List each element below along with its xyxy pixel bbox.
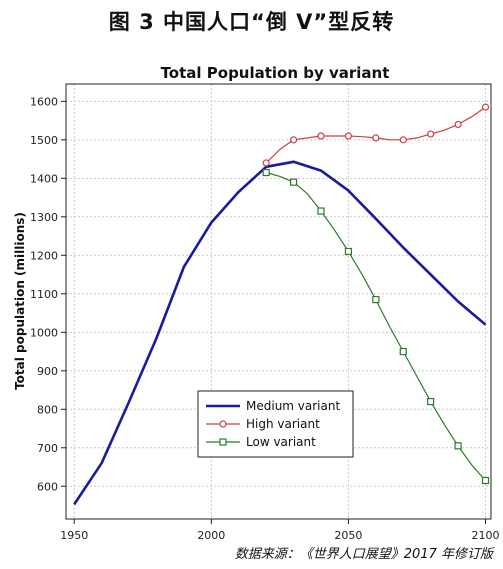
chart-background (0, 52, 503, 540)
high-legend-label: High variant (246, 417, 320, 431)
y-axis-label: Total population (millions) (13, 212, 27, 390)
source-note: 数据来源：《世界人口展望》2017 年修订版 (234, 547, 493, 562)
y-tick-label: 1400 (30, 172, 58, 185)
figure-title: 图 3 中国人口“倒 V”型反转 (108, 10, 395, 34)
low-variant-point (427, 397, 435, 406)
y-tick-label: 1600 (30, 95, 58, 108)
x-tick-label: 1950 (60, 529, 88, 540)
high-variant-point (372, 134, 380, 142)
series-layer (73, 103, 490, 506)
y-tick-label: 1000 (30, 326, 58, 339)
low-variant-point (481, 476, 490, 485)
x-tick-label: 2000 (197, 529, 225, 540)
high-variant-point (317, 132, 325, 140)
chart-title: Total Population by variant (161, 64, 390, 82)
high-legend-marker (219, 420, 227, 428)
y-tick-label: 700 (37, 442, 58, 455)
x-tick-label: 2050 (334, 529, 362, 540)
high-variant-point (399, 136, 407, 144)
y-tick-label: 600 (37, 480, 58, 493)
low-variant-point (399, 347, 407, 356)
plot-frame (65, 83, 492, 520)
chart-container: Total Population by variant 1950 2000 2050… (0, 52, 503, 542)
high-variant-point (289, 136, 298, 144)
medium-variant-line (73, 160, 487, 506)
low-legend-marker (219, 438, 227, 446)
high-variant-point (481, 103, 490, 111)
y-tick-label: 900 (37, 365, 58, 378)
medium-legend-label: Medium variant (246, 399, 340, 413)
low-variant-point (262, 168, 270, 177)
high-variant-point (344, 132, 353, 140)
high-variant-point (454, 120, 462, 129)
y-tick-label: 1100 (30, 288, 58, 301)
low-variant-point (454, 442, 462, 450)
low-variant-point (372, 295, 380, 304)
low-variant-point (344, 247, 353, 256)
axis-ticks: 1950 2000 2050 2100 600 700 800 900 1000 1100 1200… (30, 95, 500, 542)
y-tick-label: 800 (37, 403, 58, 416)
low-variant-point (317, 207, 325, 215)
x-tick-label: 2100 (472, 529, 500, 540)
low-variant-point (289, 178, 298, 186)
y-tick-label: 1500 (30, 134, 58, 147)
high-variant-point (262, 159, 270, 167)
high-variant-point (427, 130, 435, 138)
y-tick-label: 1200 (30, 249, 58, 262)
y-tick-label: 1300 (30, 211, 58, 224)
legend: Medium variant High variant Low variant (197, 390, 354, 458)
population-chart: Total Population by variant 1950 2000 2050… (0, 52, 503, 542)
low-legend-label: Low variant (246, 435, 316, 449)
